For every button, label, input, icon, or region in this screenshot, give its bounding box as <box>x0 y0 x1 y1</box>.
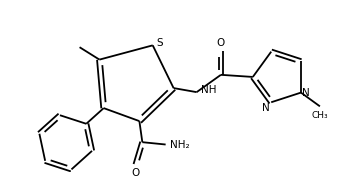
Text: NH: NH <box>201 85 216 95</box>
Text: O: O <box>131 168 140 178</box>
Text: NH₂: NH₂ <box>170 140 189 150</box>
Text: O: O <box>217 38 225 48</box>
Text: N: N <box>302 88 310 98</box>
Text: S: S <box>156 38 163 48</box>
Text: CH₃: CH₃ <box>312 111 328 120</box>
Text: N: N <box>262 103 270 113</box>
